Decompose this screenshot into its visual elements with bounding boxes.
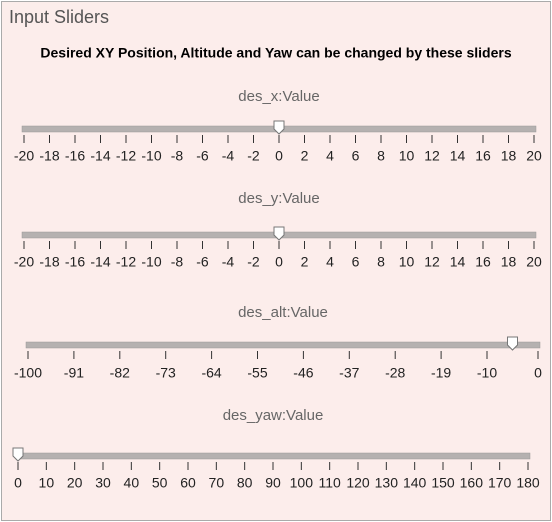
tick-label: -28 [385, 365, 405, 381]
tick-label: 0 [275, 148, 283, 164]
tick-label: 40 [124, 475, 140, 491]
slider-label: des_alt:Value [238, 304, 328, 321]
tick-label: -20 [14, 254, 34, 270]
tick-label: 4 [326, 148, 334, 164]
tick-label: -10 [477, 365, 497, 381]
tick-label: -20 [14, 148, 34, 164]
tick-label: -18 [39, 148, 59, 164]
tick-label: 20 [526, 254, 542, 270]
slider-thumb[interactable] [507, 336, 518, 351]
tick-label: 170 [488, 475, 512, 491]
tick-label: 180 [516, 475, 540, 491]
tick-label: -14 [90, 254, 110, 270]
tick-label: -19 [431, 365, 451, 381]
tick-label: 2 [301, 148, 309, 164]
tick-label: -14 [90, 148, 110, 164]
tick-label: 14 [450, 254, 466, 270]
tick-label: -16 [65, 148, 85, 164]
tick-label: -10 [141, 254, 161, 270]
tick-label: 90 [265, 475, 281, 491]
tick-label: 6 [352, 148, 360, 164]
slider-label: des_x:Value [238, 88, 319, 105]
tick-label: -16 [65, 254, 85, 270]
tick-label: 80 [237, 475, 253, 491]
tick-label: 14 [450, 148, 466, 164]
tick-label: 10 [399, 148, 415, 164]
tick-label: 0 [14, 475, 22, 491]
tick-label: -12 [116, 254, 136, 270]
tick-label: -8 [171, 148, 184, 164]
panel-title: Input Sliders [9, 7, 109, 27]
tick-label: 0 [275, 254, 283, 270]
tick-label: -18 [39, 254, 59, 270]
tick-label: -100 [14, 365, 42, 381]
slider-track [15, 452, 531, 460]
tick-label: -6 [196, 254, 209, 270]
tick-label: -2 [247, 148, 260, 164]
tick-label: 50 [152, 475, 168, 491]
slider-track [25, 341, 541, 349]
tick-label: -73 [156, 365, 176, 381]
tick-label: 6 [352, 254, 360, 270]
slider-label: des_yaw:Value [223, 407, 324, 424]
tick-label: 20 [526, 148, 542, 164]
panel-subtitle: Desired XY Position, Altitude and Yaw ca… [40, 45, 511, 61]
tick-label: 16 [475, 254, 491, 270]
tick-label: 110 [319, 475, 342, 491]
tick-label: 16 [475, 148, 491, 164]
tick-label: 140 [403, 475, 427, 491]
tick-label: -2 [247, 254, 260, 270]
tick-label: 130 [375, 475, 399, 491]
tick-label: 12 [424, 148, 440, 164]
slider-thumb[interactable] [273, 226, 285, 241]
tick-label: -46 [293, 365, 313, 381]
tick-label: -12 [116, 148, 136, 164]
tick-label: 10 [399, 254, 415, 270]
tick-label: 160 [460, 475, 484, 491]
tick-label: 60 [180, 475, 196, 491]
tick-label: -10 [141, 148, 161, 164]
tick-label: -6 [196, 148, 209, 164]
tick-label: -4 [222, 254, 235, 270]
tick-label: 10 [39, 475, 55, 491]
tick-label: -64 [201, 365, 221, 381]
tick-label: 20 [67, 475, 83, 491]
slider-thumb[interactable] [273, 120, 285, 135]
tick-label: 18 [501, 148, 517, 164]
tick-label: -91 [64, 365, 84, 381]
tick-label: -4 [222, 148, 235, 164]
tick-label: -37 [339, 365, 359, 381]
tick-label: -82 [110, 365, 130, 381]
tick-label: 2 [301, 254, 309, 270]
tick-label: -8 [171, 254, 184, 270]
tick-label: 30 [95, 475, 111, 491]
tick-label: 8 [377, 148, 385, 164]
tick-label: 100 [290, 475, 314, 491]
tick-label: 70 [209, 475, 225, 491]
tick-label: 8 [377, 254, 385, 270]
tick-label: 120 [346, 475, 370, 491]
slider-label: des_y:Value [238, 190, 319, 207]
tick-label: 150 [431, 475, 455, 491]
tick-label: 0 [534, 365, 542, 381]
tick-label: 18 [501, 254, 517, 270]
slider-thumb[interactable] [12, 447, 24, 462]
tick-label: -55 [247, 365, 267, 381]
tick-label: 4 [326, 254, 334, 270]
tick-label: 12 [424, 254, 440, 270]
